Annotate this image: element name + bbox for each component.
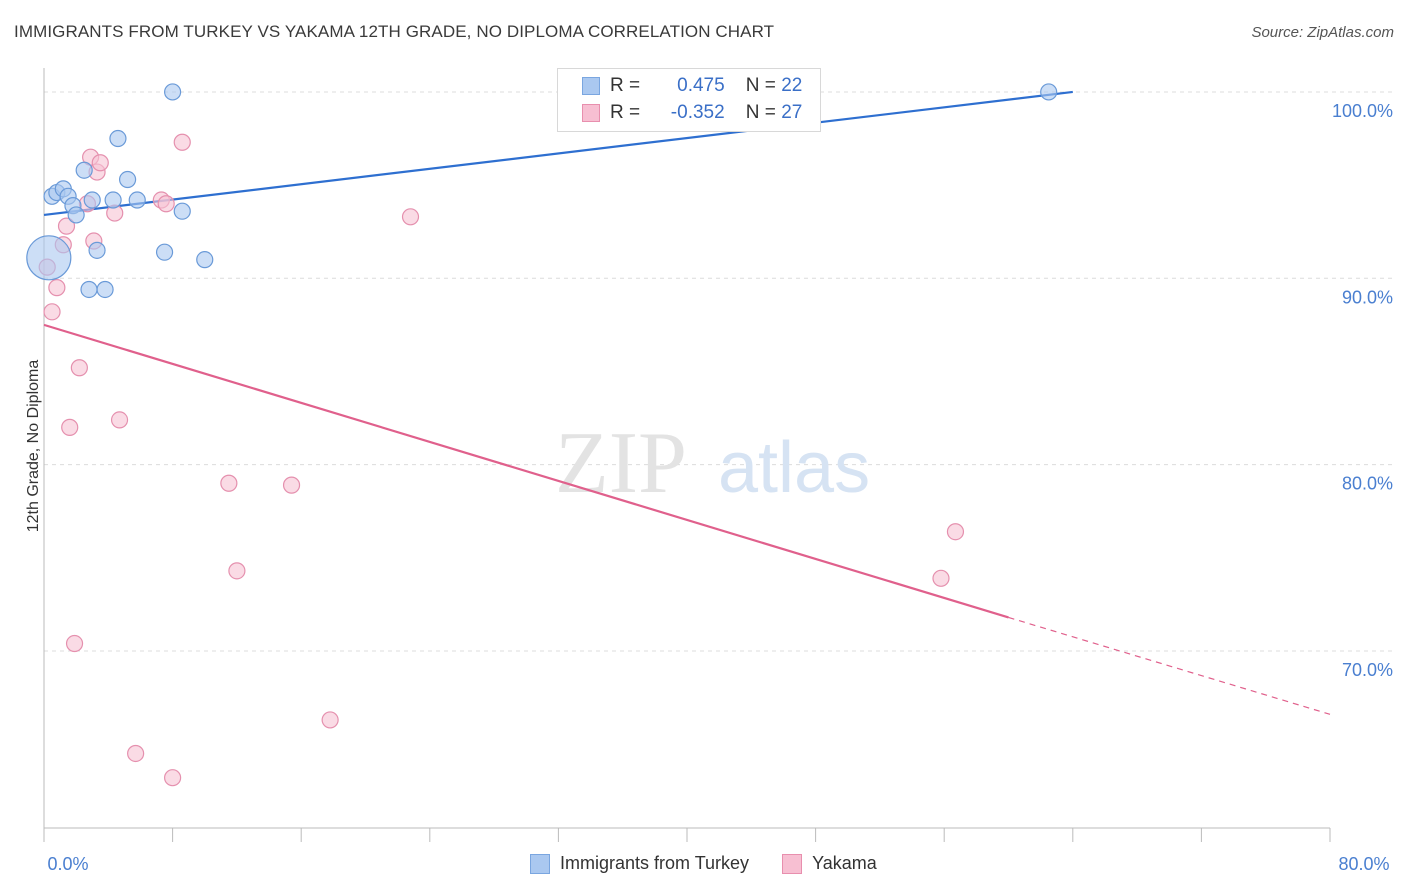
legend-n-label: N = <box>745 75 776 96</box>
axes <box>43 68 1331 842</box>
point-yakama <box>946 523 965 541</box>
legend-swatch-yakama <box>582 103 600 122</box>
point-turkey <box>75 161 93 179</box>
y-tick-label: 100.0% <box>1332 101 1393 121</box>
correlation-legend: R = 0.475 N = 22 R = -0.352 N = 27 <box>557 68 821 132</box>
point-turkey <box>155 243 174 261</box>
point-yakama <box>220 474 238 492</box>
x-tick-label-min: 0.0% <box>47 854 88 874</box>
gridlines <box>44 91 1395 652</box>
watermark-atlas: atlas <box>718 428 870 508</box>
point-turkey <box>109 129 127 148</box>
point-yakama <box>91 154 109 172</box>
y-tick-label: 90.0% <box>1342 287 1393 307</box>
legend-n-value-yakama: 27 <box>781 102 803 123</box>
legend-swatch-turkey <box>582 76 600 95</box>
point-turkey <box>83 191 101 209</box>
point-yakama <box>164 769 182 787</box>
point-yakama <box>43 303 61 321</box>
legend-row-turkey: R = 0.475 N = 22 <box>582 75 802 101</box>
trend-lines <box>43 90 1331 715</box>
point-yakama <box>282 476 301 494</box>
y-tick-label: 70.0% <box>1342 660 1393 680</box>
axis-labels: 70.0% 80.0% 90.0% 100.0% 0.0% 80.0% 12th Grade… <box>25 101 1393 874</box>
point-yakama <box>157 195 175 213</box>
legend-n-value-turkey: 22 <box>781 75 803 96</box>
trend-line-yakama-extension <box>1008 616 1331 715</box>
point-yakama <box>65 634 84 653</box>
point-yakama <box>228 562 246 580</box>
legend-swatch-turkey <box>530 854 550 875</box>
legend-label-turkey: Immigrants from Turkey <box>560 853 750 873</box>
legend-item-yakama: Yakama <box>782 853 877 875</box>
legend-label-yakama: Yakama <box>812 853 877 873</box>
point-yakama <box>70 359 88 377</box>
trend-line-turkey <box>43 90 1073 217</box>
legend-r-label: R = <box>610 102 641 123</box>
point-turkey <box>128 191 146 209</box>
trend-line-yakama <box>43 323 1009 619</box>
legend-r-value-yakama: -0.352 <box>670 102 725 123</box>
source-label: Source: ZipAtlas.com <box>1251 24 1394 41</box>
point-turkey <box>26 235 72 281</box>
point-yakama <box>110 411 129 429</box>
watermark-zip: ZIP <box>555 415 687 512</box>
point-turkey <box>88 241 106 259</box>
legend-item-turkey: Immigrants from Turkey <box>530 853 750 875</box>
y-tick-label: 80.0% <box>1342 474 1393 494</box>
legend-r-value-turkey: 0.475 <box>677 75 725 96</box>
point-turkey <box>80 280 98 299</box>
point-yakama <box>401 208 420 226</box>
point-turkey <box>96 280 114 299</box>
point-yakama <box>57 217 76 235</box>
point-turkey <box>1040 83 1058 101</box>
legend-r-label: R = <box>610 75 641 96</box>
chart-title: IMMIGRANTS FROM TURKEY VS YAKAMA 12TH GR… <box>14 22 775 41</box>
point-yakama <box>127 744 145 763</box>
legend-row-yakama: R = -0.352 N = 27 <box>582 102 802 128</box>
point-yakama <box>61 418 79 436</box>
point-yakama <box>48 279 66 297</box>
y-axis-label: 12th Grade, No Diploma <box>25 360 42 533</box>
x-tick-label-max: 80.0% <box>1338 854 1389 874</box>
point-yakama <box>932 569 950 587</box>
point-turkey <box>67 206 85 224</box>
legend-n-label: N = <box>745 102 776 123</box>
point-turkey <box>164 83 182 101</box>
data-points <box>26 83 1058 787</box>
legend-swatch-yakama <box>782 854 803 875</box>
series-legend: Immigrants from Turkey Yakama <box>530 853 905 875</box>
point-turkey <box>118 170 137 189</box>
point-yakama <box>321 711 339 729</box>
point-yakama <box>173 133 191 151</box>
point-turkey <box>173 202 191 220</box>
point-turkey <box>196 251 214 269</box>
point-turkey <box>104 191 122 209</box>
